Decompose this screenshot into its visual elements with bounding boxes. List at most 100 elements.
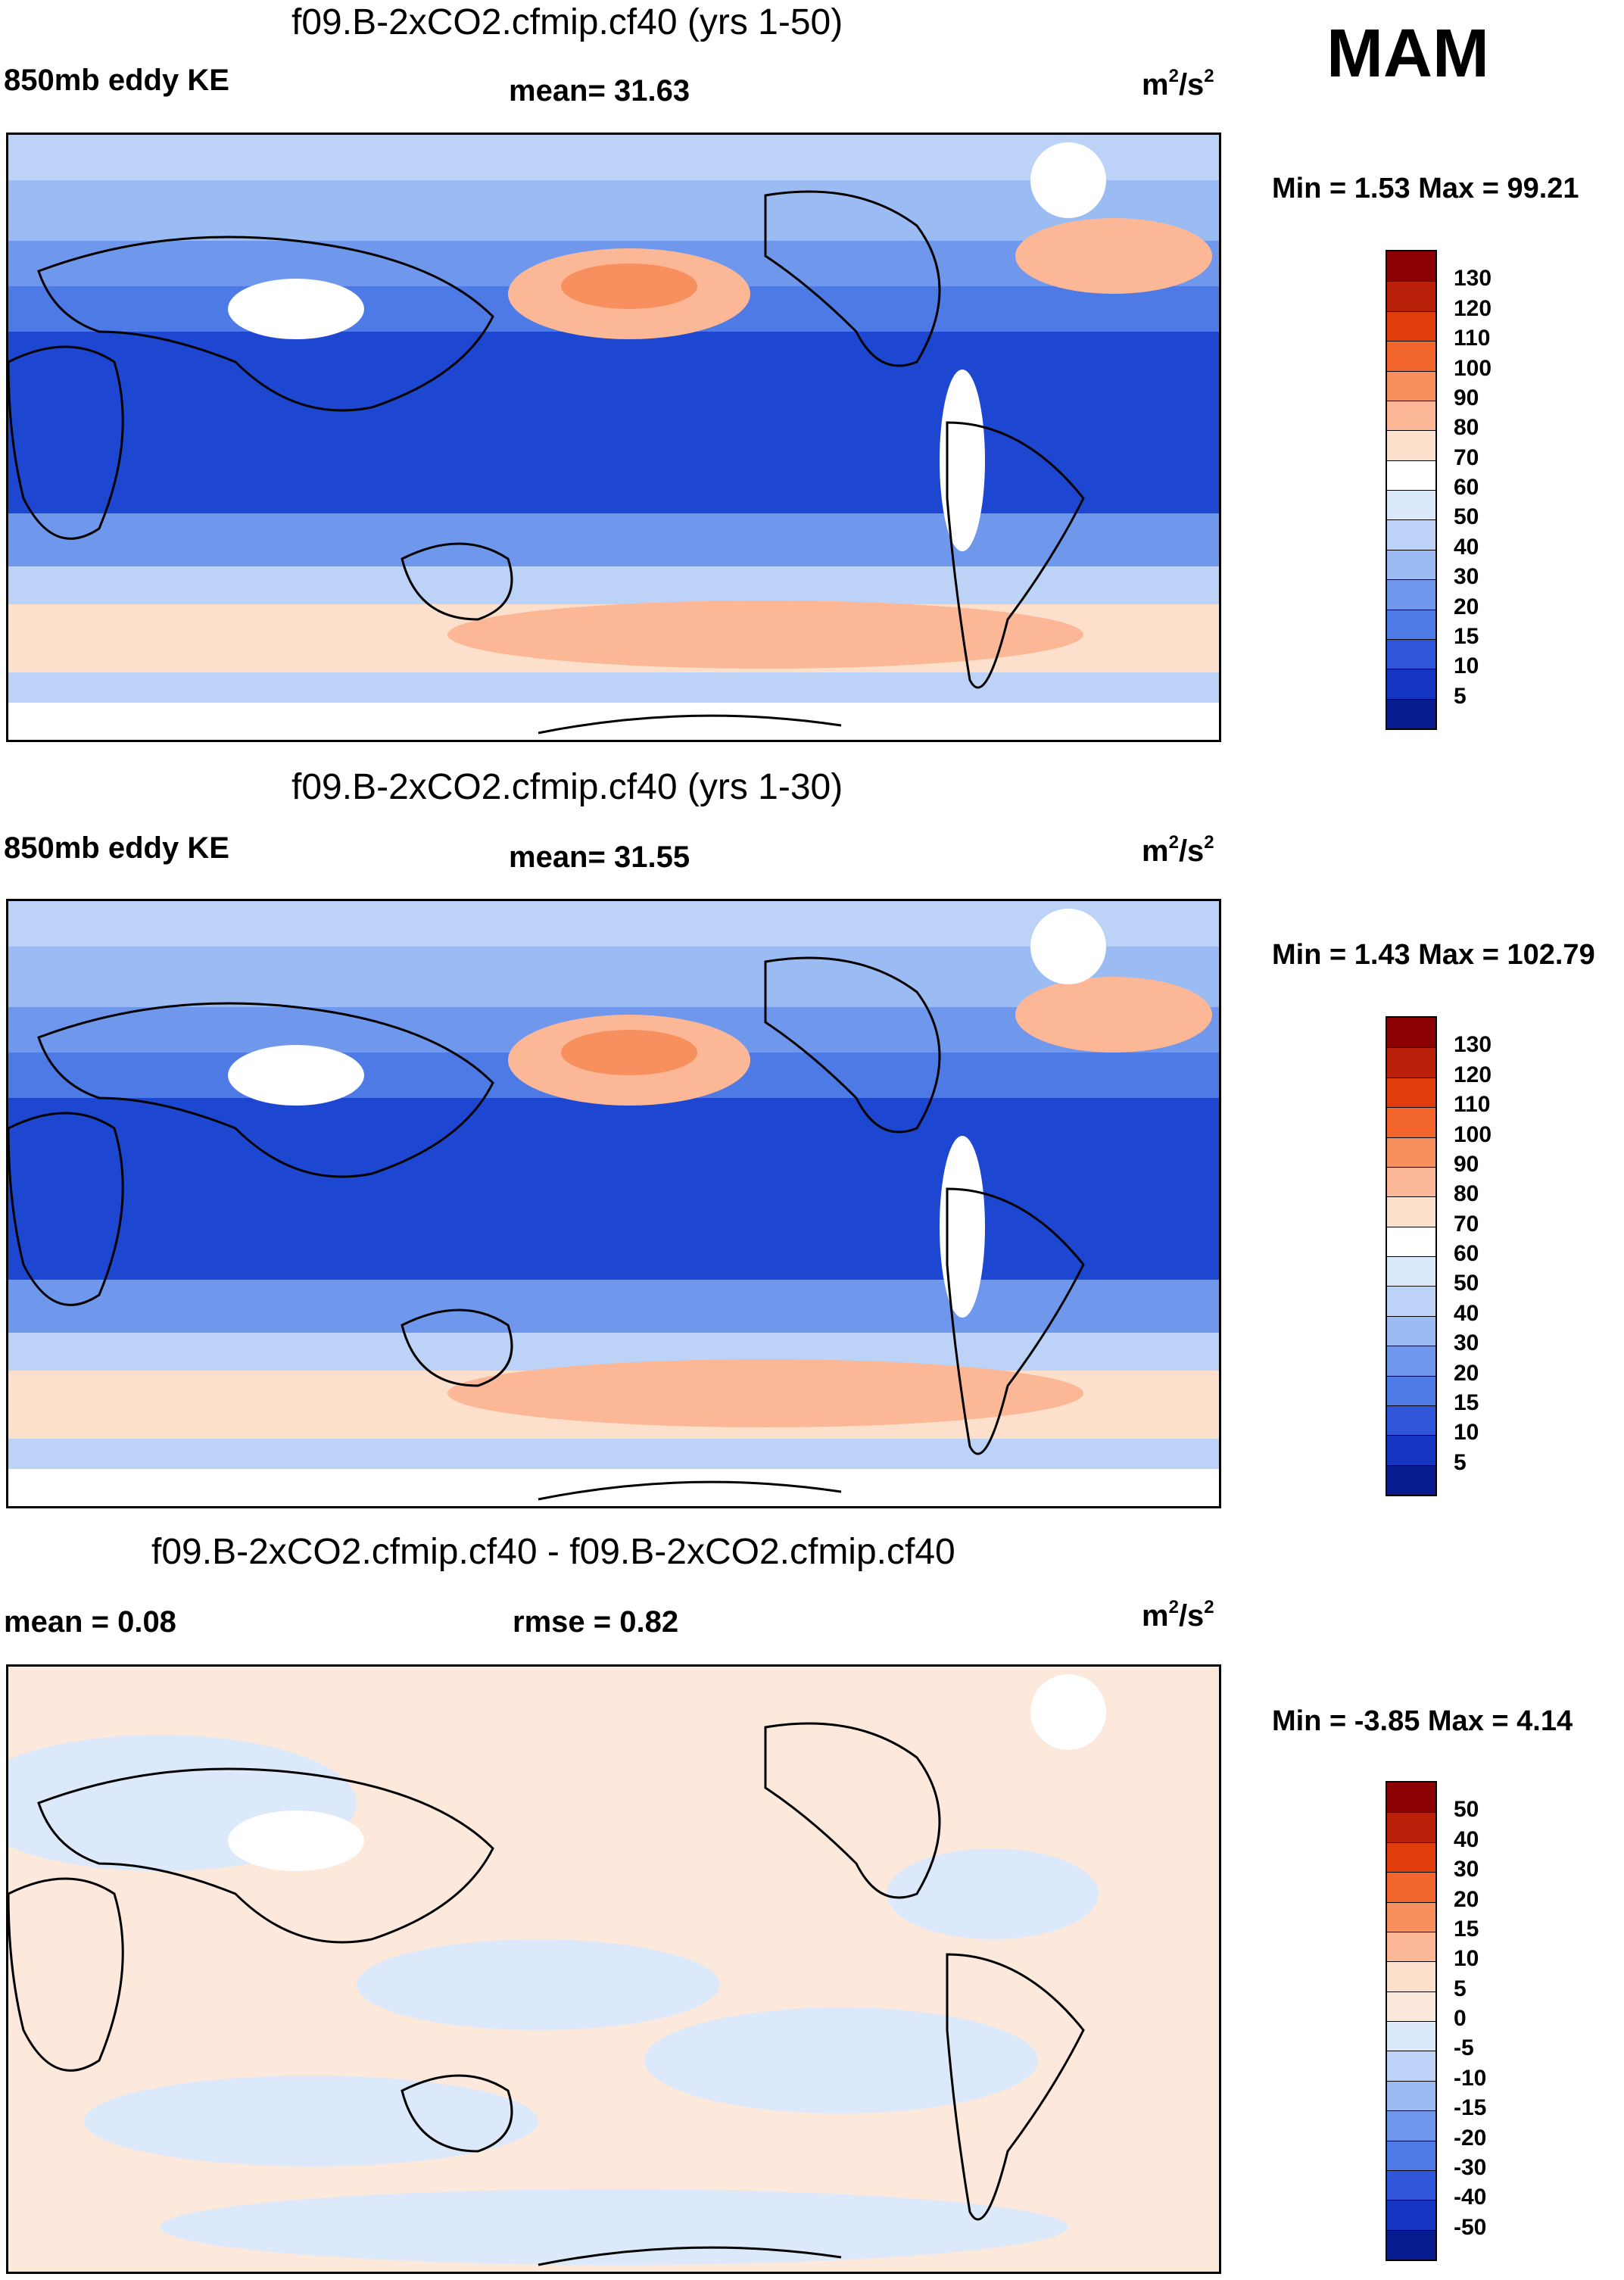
panel-2-colorbar-tick-label: 100 [1454, 1121, 1492, 1147]
panel-1-colorbar-cell [1387, 549, 1435, 580]
panel-2-units: m2/s2 [1142, 832, 1214, 868]
panel-1-colorbar [1386, 250, 1437, 730]
panel-2-colorbar-cell [1387, 1346, 1435, 1376]
panel-2-colorbar-cell [1387, 1315, 1435, 1346]
panel-3-colorbar-cell [1387, 2080, 1435, 2111]
panel-2-colorbar-tick-label: 5 [1454, 1449, 1467, 1475]
panel-3-colorbar-tick-label: 5 [1454, 1976, 1467, 2001]
panel-1-colorbar-cell [1387, 430, 1435, 460]
panel-3-title: f09.B-2xCO2.cfmip.cf40 - f09.B-2xCO2.cfm… [151, 1532, 955, 1572]
panel-2-colorbar-tick-label: 90 [1454, 1151, 1479, 1177]
panel-1-map-field [8, 135, 1219, 740]
panel-1-colorbar-cell [1387, 669, 1435, 699]
panel-3-colorbar-tick-label: -10 [1454, 2065, 1487, 2091]
panel-1-units: m2/s2 [1142, 66, 1214, 101]
panel-3-colorbar-tick-label: -5 [1454, 2035, 1474, 2061]
panel-1-colorbar-tick-label: 30 [1454, 564, 1479, 590]
panel-1-colorbar-tick-label: 90 [1454, 385, 1479, 410]
panel-2-minmax: Min = 1.43 Max = 102.79 [1272, 939, 1595, 971]
panel-3-colorbar-tick-label: 50 [1454, 1797, 1479, 1823]
panel-1-colorbar-tick-label: 10 [1454, 653, 1479, 679]
panel-1-colorbar-tick-label: 5 [1454, 683, 1467, 709]
panel-1-colorbar-cell [1387, 310, 1435, 342]
panel-2-colorbar-tick-label: 70 [1454, 1211, 1479, 1237]
panel-1-colorbar-tick-label: 70 [1454, 444, 1479, 470]
panel-3-colorbar [1386, 1781, 1437, 2261]
panel-1-colorbar-tick-label: 80 [1454, 415, 1479, 441]
panel-3-colorbar-cell [1387, 2140, 1435, 2170]
panel-2-colorbar [1386, 1016, 1437, 1496]
panel-3-colorbar-cell [1387, 2021, 1435, 2051]
panel-1-colorbar-cell [1387, 370, 1435, 401]
panel-1-colorbar-cell [1387, 638, 1435, 669]
panel-1-colorbar-cell [1387, 519, 1435, 550]
panel-1-colorbar-tick-label: 20 [1454, 594, 1479, 619]
panel-3-colorbar-tick-label: 0 [1454, 2006, 1467, 2031]
panel-3-colorbar-cell [1387, 1961, 1435, 1991]
panel-3-colorbar-cell [1387, 1901, 1435, 1932]
panel-2-colorbar-cell [1387, 1405, 1435, 1436]
panel-1-colorbar-cell [1387, 698, 1435, 728]
panel-3-colorbar-tick-label: -50 [1454, 2214, 1487, 2240]
panel-2-colorbar-tick-label: 10 [1454, 1420, 1479, 1446]
panel-1-colorbar-tick-label: 130 [1454, 266, 1492, 292]
panel-1-colorbar-cell [1387, 400, 1435, 431]
panel-1-map [6, 133, 1221, 742]
panel-3-colorbar-cell [1387, 1783, 1435, 1813]
panel-3-colorbar-cell [1387, 2110, 1435, 2141]
panel-2-colorbar-tick-label: 80 [1454, 1181, 1479, 1207]
panel-2-colorbar-tick-label: 130 [1454, 1032, 1492, 1058]
panel-1-colorbar-ticks [1446, 0, 1560, 1]
panel-2-colorbar-tick-label: 30 [1454, 1330, 1479, 1356]
panel-1-colorbar-tick-label: 110 [1454, 326, 1491, 351]
panel-2-colorbar-tick-label: 50 [1454, 1271, 1479, 1296]
panel-1-colorbar-cell [1387, 579, 1435, 610]
panel-1-colorbar-tick-label: 15 [1454, 623, 1479, 649]
panel-3-colorbar-tick-label: -30 [1454, 2154, 1487, 2180]
panel-3-map-field [8, 1667, 1219, 2272]
panel-3-colorbar-cell [1387, 1872, 1435, 1902]
panel-2-colorbar-cell [1387, 1018, 1435, 1048]
panel-3-colorbar-cell [1387, 2200, 1435, 2230]
panel-3-colorbar-cell [1387, 2169, 1435, 2200]
panel-2-variable-label: 850mb eddy KE [4, 831, 229, 865]
panel-2-colorbar-cell [1387, 1137, 1435, 1167]
panel-2-colorbar-cell [1387, 1375, 1435, 1405]
panel-1-colorbar-cell [1387, 460, 1435, 490]
panel-2-colorbar-cell [1387, 1256, 1435, 1287]
panel-2-colorbar-tick-label: 40 [1454, 1300, 1479, 1326]
panel-2-colorbar-cell [1387, 1077, 1435, 1108]
panel-2-colorbar-cell [1387, 1286, 1435, 1316]
panel-2-map-field [8, 901, 1219, 1506]
panel-2-mean: mean= 31.55 [509, 841, 690, 874]
panel-2-colorbar-cell [1387, 1107, 1435, 1137]
panel-3-colorbar-cell [1387, 1991, 1435, 2021]
panel-3-colorbar-cell [1387, 1842, 1435, 1873]
panel-3-colorbar-tick-label: 40 [1454, 1826, 1479, 1852]
panel-1-colorbar-tick-label: 100 [1454, 355, 1492, 381]
panel-2-colorbar-tick-label: 60 [1454, 1241, 1479, 1266]
panel-2-colorbar-cell [1387, 1047, 1435, 1078]
panel-2-colorbar-cell [1387, 1226, 1435, 1256]
panel-1-colorbar-cell [1387, 490, 1435, 520]
panel-2-colorbar-cell [1387, 1464, 1435, 1495]
panel-3-mean: mean = 0.08 [4, 1605, 176, 1639]
panel-2-colorbar-tick-label: 15 [1454, 1390, 1479, 1415]
panel-3-rmse: rmse = 0.82 [513, 1605, 679, 1639]
panel-3-colorbar-tick-label: -20 [1454, 2125, 1487, 2151]
panel-1-mean: mean= 31.63 [509, 74, 690, 108]
panel-2-colorbar-tick-label: 20 [1454, 1360, 1479, 1386]
panel-1-colorbar-cell [1387, 341, 1435, 371]
panel-2-colorbar-cell [1387, 1435, 1435, 1465]
panel-3-colorbar-cell [1387, 1931, 1435, 1962]
panel-3-colorbar-cell [1387, 2229, 1435, 2260]
panel-1-colorbar-tick-label: 50 [1454, 504, 1479, 530]
panel-1-colorbar-cell [1387, 609, 1435, 639]
panel-1-variable-label: 850mb eddy KE [4, 64, 229, 97]
panel-2-colorbar-cell [1387, 1196, 1435, 1227]
panel-2-colorbar-cell [1387, 1166, 1435, 1197]
panel-3-units: m2/s2 [1142, 1597, 1214, 1633]
panel-1-colorbar-tick-label: 60 [1454, 475, 1479, 500]
panel-1-colorbar-tick-label: 120 [1454, 295, 1492, 321]
panel-3-colorbar-tick-label: -40 [1454, 2185, 1487, 2210]
